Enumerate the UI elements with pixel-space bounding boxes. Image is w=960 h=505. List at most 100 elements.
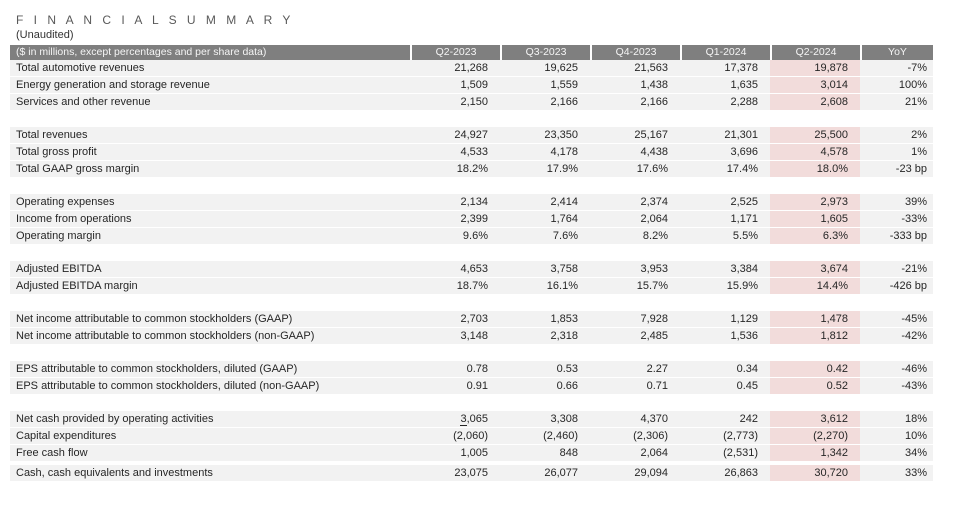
cell-value: 0.42 bbox=[770, 361, 860, 377]
cell-value: 17,378 bbox=[724, 62, 758, 74]
cell-value: 25,500 bbox=[770, 127, 860, 143]
cell-value: 3,612 bbox=[770, 411, 860, 427]
yoy-value: 21% bbox=[904, 96, 927, 108]
cell-value: 848 bbox=[559, 447, 578, 459]
row-label: Operating margin bbox=[16, 230, 101, 242]
cursor-underline-mark: 3 bbox=[460, 413, 467, 426]
table-row: Adjusted EBITDA margin 18.7% 16.1% 15.7% 15.… bbox=[10, 278, 933, 295]
cell-value: 29,094 bbox=[634, 467, 668, 479]
cell-value: 2,288 bbox=[730, 96, 758, 108]
cell-value: 1,559 bbox=[550, 79, 578, 91]
group-gap bbox=[10, 295, 933, 311]
yoy-value: -33% bbox=[901, 213, 927, 225]
cell-value: 23,350 bbox=[544, 129, 578, 141]
row-label: Cash, cash equivalents and investments bbox=[16, 467, 213, 479]
cell-value: 2,166 bbox=[640, 96, 668, 108]
yoy-value: -42% bbox=[901, 330, 927, 342]
cell-value: 2,064 bbox=[640, 447, 668, 459]
row-label: Net cash provided by operating activitie… bbox=[16, 413, 214, 425]
cell-value: 3,014 bbox=[770, 77, 860, 93]
table-row: Operating margin 9.6% 7.6% 8.2% 5.5% 6.3% -333… bbox=[10, 228, 933, 245]
cell-value: 19,625 bbox=[544, 62, 578, 74]
group-gap bbox=[10, 345, 933, 361]
yoy-value: -333 bp bbox=[889, 230, 927, 242]
column-header-q2-2024: Q2-2024 bbox=[770, 45, 860, 60]
cell-value: 0.91 bbox=[466, 380, 488, 392]
cell-value: 4,578 bbox=[770, 144, 860, 160]
table-row: Free cash flow 1,005 848 2,064 (2,531) 1,342 3… bbox=[10, 445, 933, 462]
cell-value: 18.2% bbox=[456, 163, 488, 175]
column-header-yoy: YoY bbox=[860, 45, 933, 60]
row-label: Energy generation and storage revenue bbox=[16, 79, 210, 91]
cell-value: (2,306) bbox=[633, 430, 668, 442]
cell-value: 18.7% bbox=[456, 280, 488, 292]
yoy-value: 2% bbox=[911, 129, 927, 141]
cell-value: 18.0% bbox=[770, 161, 860, 177]
cell-value: 17.6% bbox=[636, 163, 668, 175]
cell-value: 4,533 bbox=[460, 146, 488, 158]
row-label: Income from operations bbox=[16, 213, 132, 225]
table-row: Total revenues 24,927 23,350 25,167 21,301 25… bbox=[10, 127, 933, 144]
yoy-value: -45% bbox=[901, 313, 927, 325]
row-label: Services and other revenue bbox=[16, 96, 151, 108]
cell-value: 9.6% bbox=[462, 230, 488, 242]
table-header-caption: ($ in millions, except percentages and p… bbox=[16, 46, 267, 58]
cell-value: 24,927 bbox=[454, 129, 488, 141]
cell-value: 3,065 bbox=[460, 413, 488, 426]
yoy-value: 39% bbox=[904, 196, 927, 208]
cell-value: 15.9% bbox=[726, 280, 758, 292]
cell-value: 2,318 bbox=[550, 330, 578, 342]
cell-value: 2,134 bbox=[460, 196, 488, 208]
table-row: Total automotive revenues 21,268 19,625 21,… bbox=[10, 60, 933, 77]
cell-value: 15.7% bbox=[636, 280, 668, 292]
table-header-row: ($ in millions, except percentages and p… bbox=[10, 45, 933, 60]
yoy-value: 1% bbox=[911, 146, 927, 158]
cell-value: 1,536 bbox=[730, 330, 758, 342]
yoy-value: -7% bbox=[907, 62, 927, 74]
cell-value: 2,525 bbox=[730, 196, 758, 208]
table-row: EPS attributable to common stockholders,… bbox=[10, 378, 933, 395]
cell-value: 242 bbox=[739, 413, 758, 425]
yoy-value: -46% bbox=[901, 363, 927, 375]
cell-value: 23,075 bbox=[454, 467, 488, 479]
cell-value: 2,414 bbox=[550, 196, 578, 208]
title-block: F I N A N C I A L S U M M A R Y (Unaudit… bbox=[0, 0, 960, 45]
table-row: Net cash provided by operating activitie… bbox=[10, 411, 933, 428]
cell-value: 2,973 bbox=[770, 194, 860, 210]
cell-value: 26,863 bbox=[724, 467, 758, 479]
table-body: Total automotive revenues 21,268 19,625 21,… bbox=[10, 60, 933, 482]
yoy-value: 34% bbox=[904, 447, 927, 459]
cell-value: 7.6% bbox=[552, 230, 578, 242]
cell-value: (2,060) bbox=[453, 430, 488, 442]
small-gap bbox=[10, 462, 933, 465]
cell-value: 4,438 bbox=[640, 146, 668, 158]
cell-value: 14.4% bbox=[770, 278, 860, 294]
row-label: Adjusted EBITDA margin bbox=[16, 280, 138, 292]
yoy-value: -426 bp bbox=[889, 280, 927, 292]
group-gap bbox=[10, 111, 933, 127]
yoy-value: 18% bbox=[904, 413, 927, 425]
row-label: Total automotive revenues bbox=[16, 62, 145, 74]
cell-value: (2,460) bbox=[543, 430, 578, 442]
row-label: Operating expenses bbox=[16, 196, 115, 208]
cell-value: 1,171 bbox=[730, 213, 758, 225]
cell-value: 16.1% bbox=[546, 280, 578, 292]
cell-value: 2,064 bbox=[640, 213, 668, 225]
cell-value: 3,384 bbox=[730, 263, 758, 275]
table-row: Adjusted EBITDA 4,653 3,758 3,953 3,384 3,674… bbox=[10, 261, 933, 278]
table-row: Total GAAP gross margin 18.2% 17.9% 17.6% 17… bbox=[10, 161, 933, 178]
page-subtitle: (Unaudited) bbox=[16, 29, 74, 41]
cell-value: 0.52 bbox=[770, 378, 860, 394]
cell-value: (2,773) bbox=[723, 430, 758, 442]
cell-value: 21,563 bbox=[634, 62, 668, 74]
cell-value: (2,531) bbox=[723, 447, 758, 459]
cell-value: 2,166 bbox=[550, 96, 578, 108]
table-row: Income from operations 2,399 1,764 2,064 1,1… bbox=[10, 211, 933, 228]
cell-value: 1,509 bbox=[460, 79, 488, 91]
row-label: Total GAAP gross margin bbox=[16, 163, 140, 175]
yoy-value: -21% bbox=[901, 263, 927, 275]
table-row: Operating expenses 2,134 2,414 2,374 2,525 2,… bbox=[10, 194, 933, 211]
cell-value: 0.66 bbox=[556, 380, 578, 392]
cell-value: 3,674 bbox=[770, 261, 860, 277]
